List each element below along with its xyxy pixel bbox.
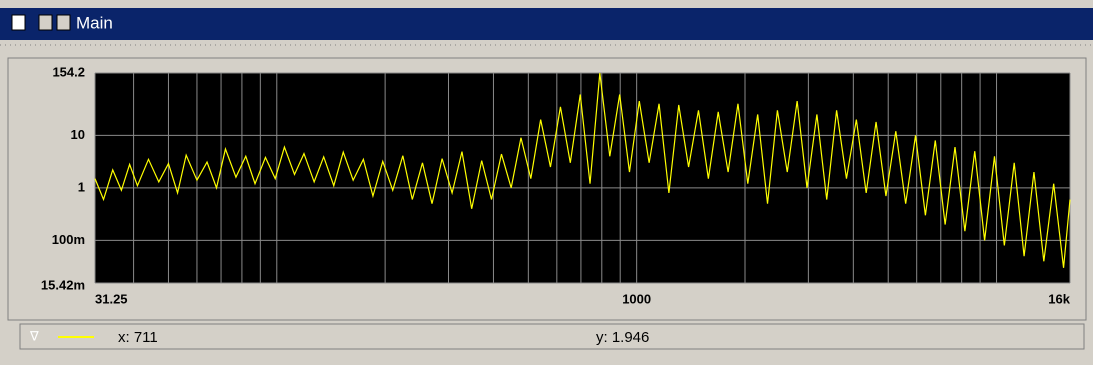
- icon[interactable]: [38, 14, 53, 31]
- title-bar: [0, 8, 1093, 40]
- plot-frame: [7, 57, 1087, 321]
- y-tick-label: 10: [71, 127, 85, 142]
- x-tick-label: 31.25: [95, 291, 128, 306]
- y-tick-label: 15.42m: [41, 277, 85, 292]
- plot: 15.42m 100m 1 10 154.2 31.25 1000 16k: [41, 64, 1071, 306]
- plot-area: [95, 73, 1070, 283]
- status-bar: [19, 323, 1085, 350]
- y-tick-label: 100m: [52, 232, 85, 247]
- cursor-y: y: 1.946: [596, 329, 649, 346]
- cursor-x: x: 711: [118, 329, 158, 346]
- x-tick-label: 1000: [622, 291, 651, 306]
- y-tick-label: 154.2: [52, 64, 85, 79]
- spectrum-line: [94, 72, 1071, 268]
- x-tick-label: 16k: [1048, 291, 1070, 306]
- y-tick-label: 1: [78, 179, 85, 194]
- icon[interactable]: [11, 14, 26, 31]
- icon[interactable]: [56, 14, 71, 31]
- marker-icon[interactable]: ∇: [29, 328, 39, 343]
- window-title: Main: [76, 13, 113, 32]
